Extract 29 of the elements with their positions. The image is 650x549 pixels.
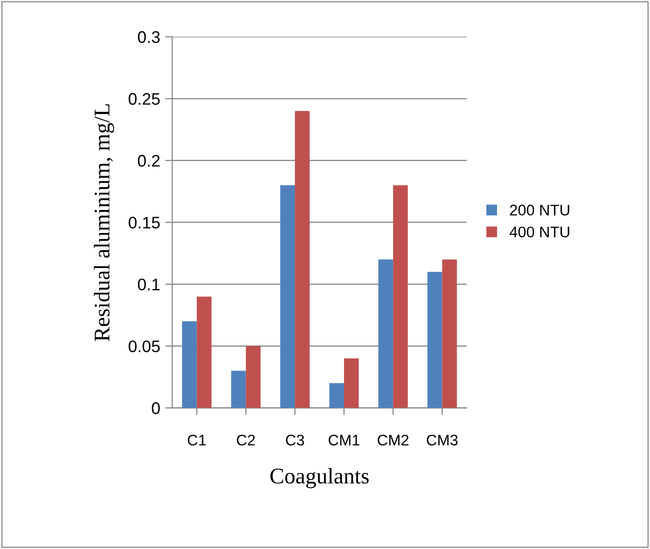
bar [231,370,246,408]
y-tick-label: 0.15 [128,216,160,229]
x-axis-title: Coagulants [270,468,369,488]
x-tick-label: CM2 [378,434,408,446]
bar [344,358,359,408]
bar [427,272,442,408]
bar [246,346,261,408]
y-tick-label: 0.05 [128,340,160,352]
bar [280,185,295,408]
x-tick-label: CM1 [328,434,360,446]
x-tick-label: C3 [286,434,304,446]
y-tick-label: 0.1 [138,278,160,290]
bar [329,383,344,408]
y-axis-title: Residual aluminium, mg/L [94,104,114,342]
bar [393,185,408,408]
bar [294,111,310,408]
legend-label: 400 NTU [510,226,570,238]
y-tick-label: 0.25 [128,93,160,105]
y-tick-label: 0.3 [138,31,160,43]
legend-label: 200 NTU [510,204,570,216]
x-tick-label: C1 [188,434,206,446]
bar [442,259,457,408]
bar [196,296,212,408]
x-tick-label: CM3 [426,434,458,446]
bar [378,259,394,408]
bar [182,321,197,408]
x-tick-label: C2 [236,434,255,446]
y-tick-label: 0 [152,402,160,414]
y-tick-label: 0.2 [138,154,160,167]
